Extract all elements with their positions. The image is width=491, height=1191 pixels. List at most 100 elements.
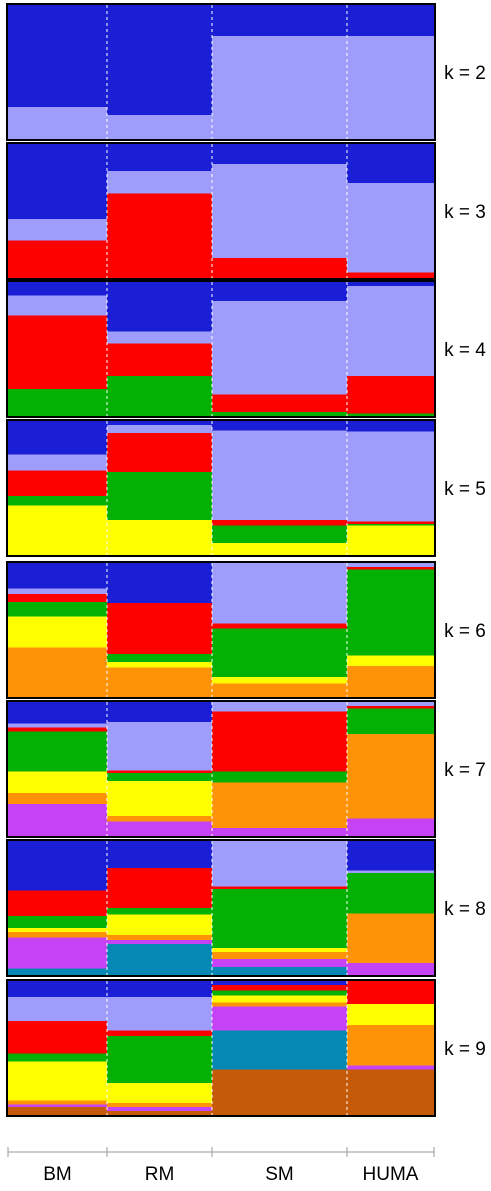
bar-segment-bm-light_purple	[8, 106, 107, 140]
bar-segment-bm-red	[8, 890, 107, 917]
bar-segment-sm-yellow	[212, 542, 347, 556]
bar-segment-huma-red	[347, 272, 434, 279]
bar-segment-rm-dark_blue	[107, 981, 212, 998]
bar-segment-rm-green	[107, 375, 212, 417]
panel-label: k = 2	[444, 63, 486, 84]
bar-segment-sm-red	[212, 257, 347, 279]
bar-segment-bm-light_purple	[8, 997, 107, 1022]
bar-segment-huma-green	[347, 413, 434, 417]
bar-segment-rm-teal	[107, 944, 212, 976]
bar-segment-huma-orange	[347, 666, 434, 698]
bar-segment-sm-dark_blue	[212, 981, 347, 986]
bar-segment-rm-dark_blue	[107, 5, 212, 116]
bar-segment-rm-yellow	[107, 914, 212, 936]
bar-segment-rm-yellow	[107, 662, 212, 668]
bar-segment-rm-red	[107, 867, 212, 909]
bar-segment-sm-orange	[212, 952, 347, 960]
bar-segment-rm-red	[107, 1030, 212, 1037]
panel-k5: k = 5	[6, 419, 486, 557]
bar-segment-huma-yellow	[347, 1003, 434, 1026]
bar-segment-huma-orange	[347, 913, 434, 964]
bar-segment-huma-light_purple	[347, 870, 434, 874]
bar-segment-rm-orange	[107, 934, 212, 941]
bar-segment-sm-light_purple	[212, 164, 347, 259]
bar-segment-huma-violet	[347, 962, 434, 976]
bar-segment-bm-red	[8, 240, 107, 279]
bar-segment-rm-violet	[107, 1106, 212, 1112]
panel-label: k = 7	[444, 760, 486, 781]
bar-segment-bm-light_purple	[8, 295, 107, 316]
bar-segment-huma-brown	[347, 1069, 434, 1116]
panel-label: k = 5	[444, 479, 486, 500]
bar-segment-rm-red	[107, 770, 212, 774]
panel-label: k = 8	[444, 899, 486, 920]
bar-segment-sm-light_purple	[212, 430, 347, 521]
panel-frame	[6, 3, 436, 141]
bar-segment-bm-yellow	[8, 771, 107, 794]
panel-label: k = 4	[444, 340, 486, 361]
bar-segment-rm-red	[107, 603, 212, 655]
bar-segment-sm-yellow	[212, 676, 347, 684]
bar-segment-rm-dark_blue	[107, 421, 212, 426]
bar-segment-rm-violet	[107, 940, 212, 945]
category-label-bm: BM	[43, 1164, 72, 1185]
bar-segment-bm-dark_blue	[8, 5, 107, 108]
bar-segment-huma-violet	[347, 818, 434, 837]
bar-segment-sm-violet	[212, 958, 347, 968]
bar-segment-huma-dark_blue	[347, 421, 434, 433]
bar-segment-rm-red	[107, 433, 212, 473]
bar-segment-huma-violet	[347, 1065, 434, 1070]
bar-segment-huma-red	[347, 706, 434, 710]
bar-segment-bm-light_purple	[8, 454, 107, 471]
panel-k3: k = 3	[6, 142, 486, 280]
bar-segment-sm-green	[212, 990, 347, 997]
bar-segment-rm-brown	[107, 1110, 212, 1116]
bar-segment-rm-yellow	[107, 781, 212, 817]
bar-segment-sm-green	[212, 628, 347, 678]
bar-segment-bm-light_purple	[8, 723, 107, 728]
bar-segment-rm-orange	[107, 667, 212, 698]
category-label-rm: RM	[145, 1164, 175, 1185]
x-axis: BM RM SM HUMA	[7, 1147, 435, 1185]
bar-segment-sm-red	[212, 985, 347, 991]
panel-frame	[6, 839, 436, 977]
bar-segment-sm-teal	[212, 1030, 347, 1070]
bar-segment-sm-violet	[212, 827, 347, 837]
bar-segment-bm-dark_blue	[8, 981, 107, 998]
panel-k4: k = 4	[6, 280, 486, 418]
bar-segment-rm-light_purple	[107, 997, 212, 1031]
bar-segment-bm-red	[8, 470, 107, 497]
bar-segment-sm-dark_blue	[212, 282, 347, 302]
panel-frame	[6, 142, 436, 280]
bar-segment-sm-green	[212, 411, 347, 417]
bar-segment-rm-red	[107, 193, 212, 279]
bar-segment-bm-brown	[8, 1106, 107, 1116]
bar-segment-sm-yellow	[212, 948, 347, 953]
bar-segment-bm-dark_blue	[8, 702, 107, 724]
bar-segment-bm-light_purple	[8, 219, 107, 241]
bar-segment-huma-light_purple	[347, 702, 434, 707]
bar-segment-huma-green	[347, 569, 434, 656]
bar-segment-huma-red	[347, 567, 434, 571]
bar-segment-sm-orange	[212, 683, 347, 698]
bar-segment-bm-teal	[8, 968, 107, 976]
bar-segment-bm-red	[8, 315, 107, 390]
bar-segment-bm-yellow	[8, 928, 107, 933]
category-label-sm: SM	[265, 1164, 294, 1185]
bar-segment-sm-red	[212, 711, 347, 773]
bar-segment-sm-green	[212, 525, 347, 544]
bar-segment-bm-green	[8, 731, 107, 773]
panel-frame	[6, 700, 436, 838]
bar-segment-sm-violet	[212, 1006, 347, 1031]
bar-segment-bm-violet	[8, 803, 107, 837]
bar-segment-bm-red	[8, 593, 107, 603]
bar-segment-rm-light_purple	[107, 331, 212, 345]
bar-segment-rm-dark_blue	[107, 563, 212, 604]
panel-frame	[6, 419, 436, 557]
category-label-huma: HUMA	[363, 1164, 419, 1185]
bar-segment-rm-yellow	[107, 1082, 212, 1104]
bar-segment-rm-green	[107, 654, 212, 663]
bar-segment-bm-dark_blue	[8, 144, 107, 220]
bar-segment-bm-red	[8, 1021, 107, 1054]
bar-segment-huma-red	[347, 521, 434, 525]
